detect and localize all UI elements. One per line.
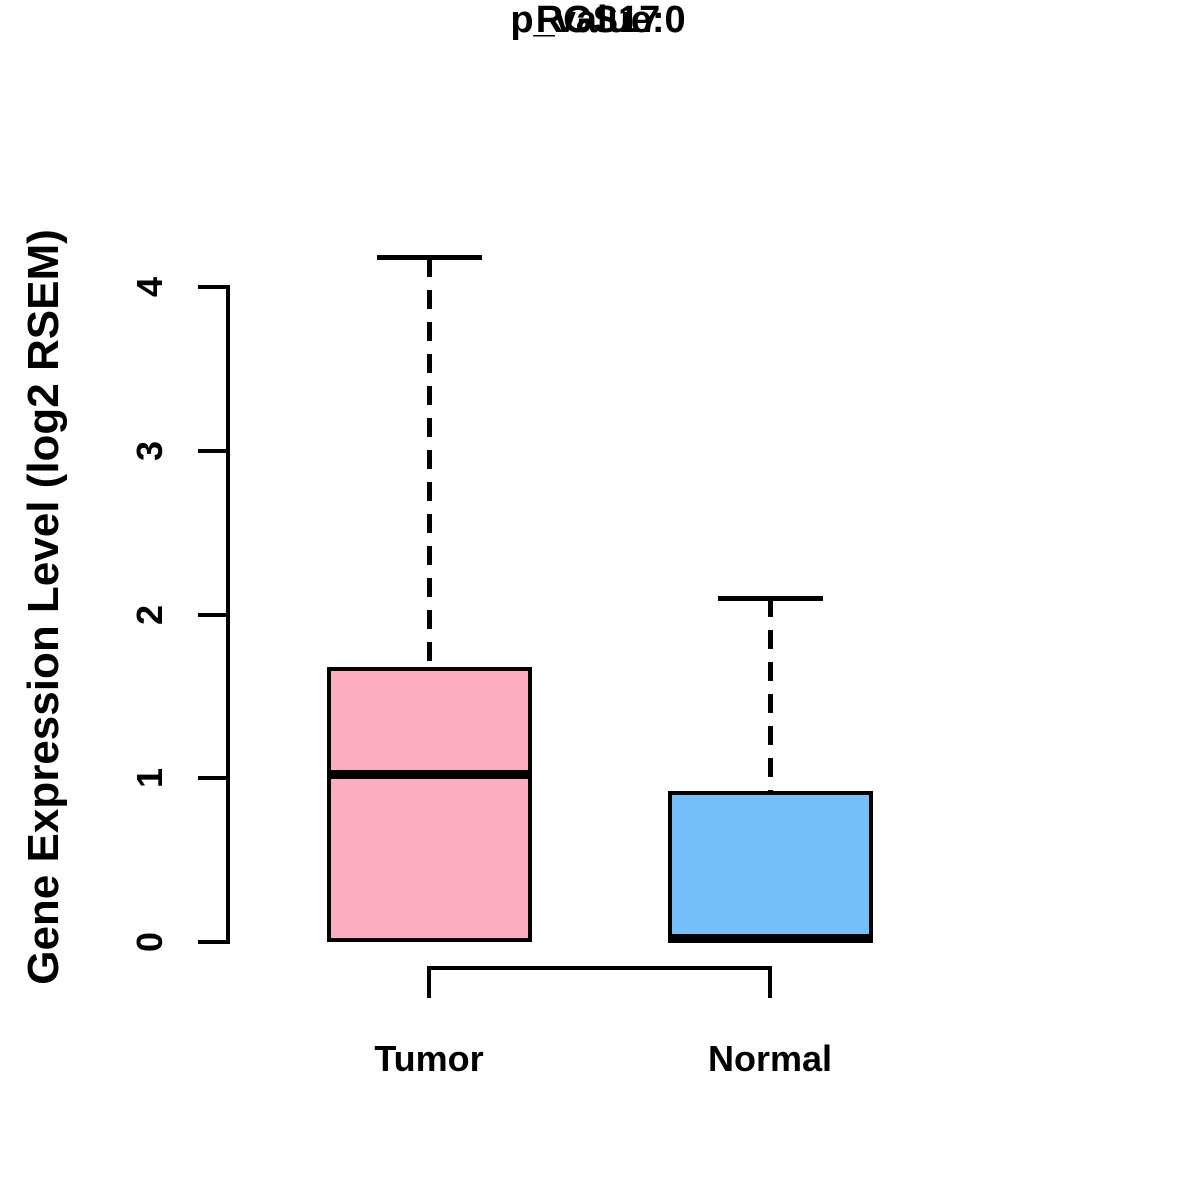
y-tick-label: 1 bbox=[129, 768, 170, 789]
normal-box bbox=[667, 791, 873, 942]
tumor-upper-whisker-cap bbox=[376, 255, 482, 261]
y-axis-line bbox=[226, 285, 230, 944]
y-tick bbox=[198, 776, 226, 781]
tumor-median-line bbox=[326, 770, 532, 780]
y-tick-label: 2 bbox=[129, 604, 170, 625]
y-tick bbox=[198, 285, 226, 289]
x-category-label-tumor: Tumor bbox=[374, 1038, 484, 1079]
chart-title: RGS17 bbox=[535, 0, 661, 41]
normal-upper-whisker-cap bbox=[717, 595, 823, 601]
y-tick-label: 3 bbox=[129, 440, 170, 461]
tumor-box bbox=[326, 666, 532, 942]
chart-subtitle: p_value:0 bbox=[510, 0, 686, 41]
normal-upper-whisker bbox=[767, 598, 773, 792]
normal-median-line bbox=[667, 934, 873, 944]
x-category-label-normal: Normal bbox=[707, 1038, 833, 1079]
y-tick bbox=[198, 448, 226, 453]
y-tick-label: 0 bbox=[129, 931, 170, 953]
y-tick bbox=[198, 612, 226, 617]
y-tick-label: 4 bbox=[129, 276, 170, 298]
y-tick bbox=[198, 940, 226, 944]
tumor-upper-whisker bbox=[426, 257, 432, 667]
x-axis-bracket bbox=[427, 966, 772, 998]
